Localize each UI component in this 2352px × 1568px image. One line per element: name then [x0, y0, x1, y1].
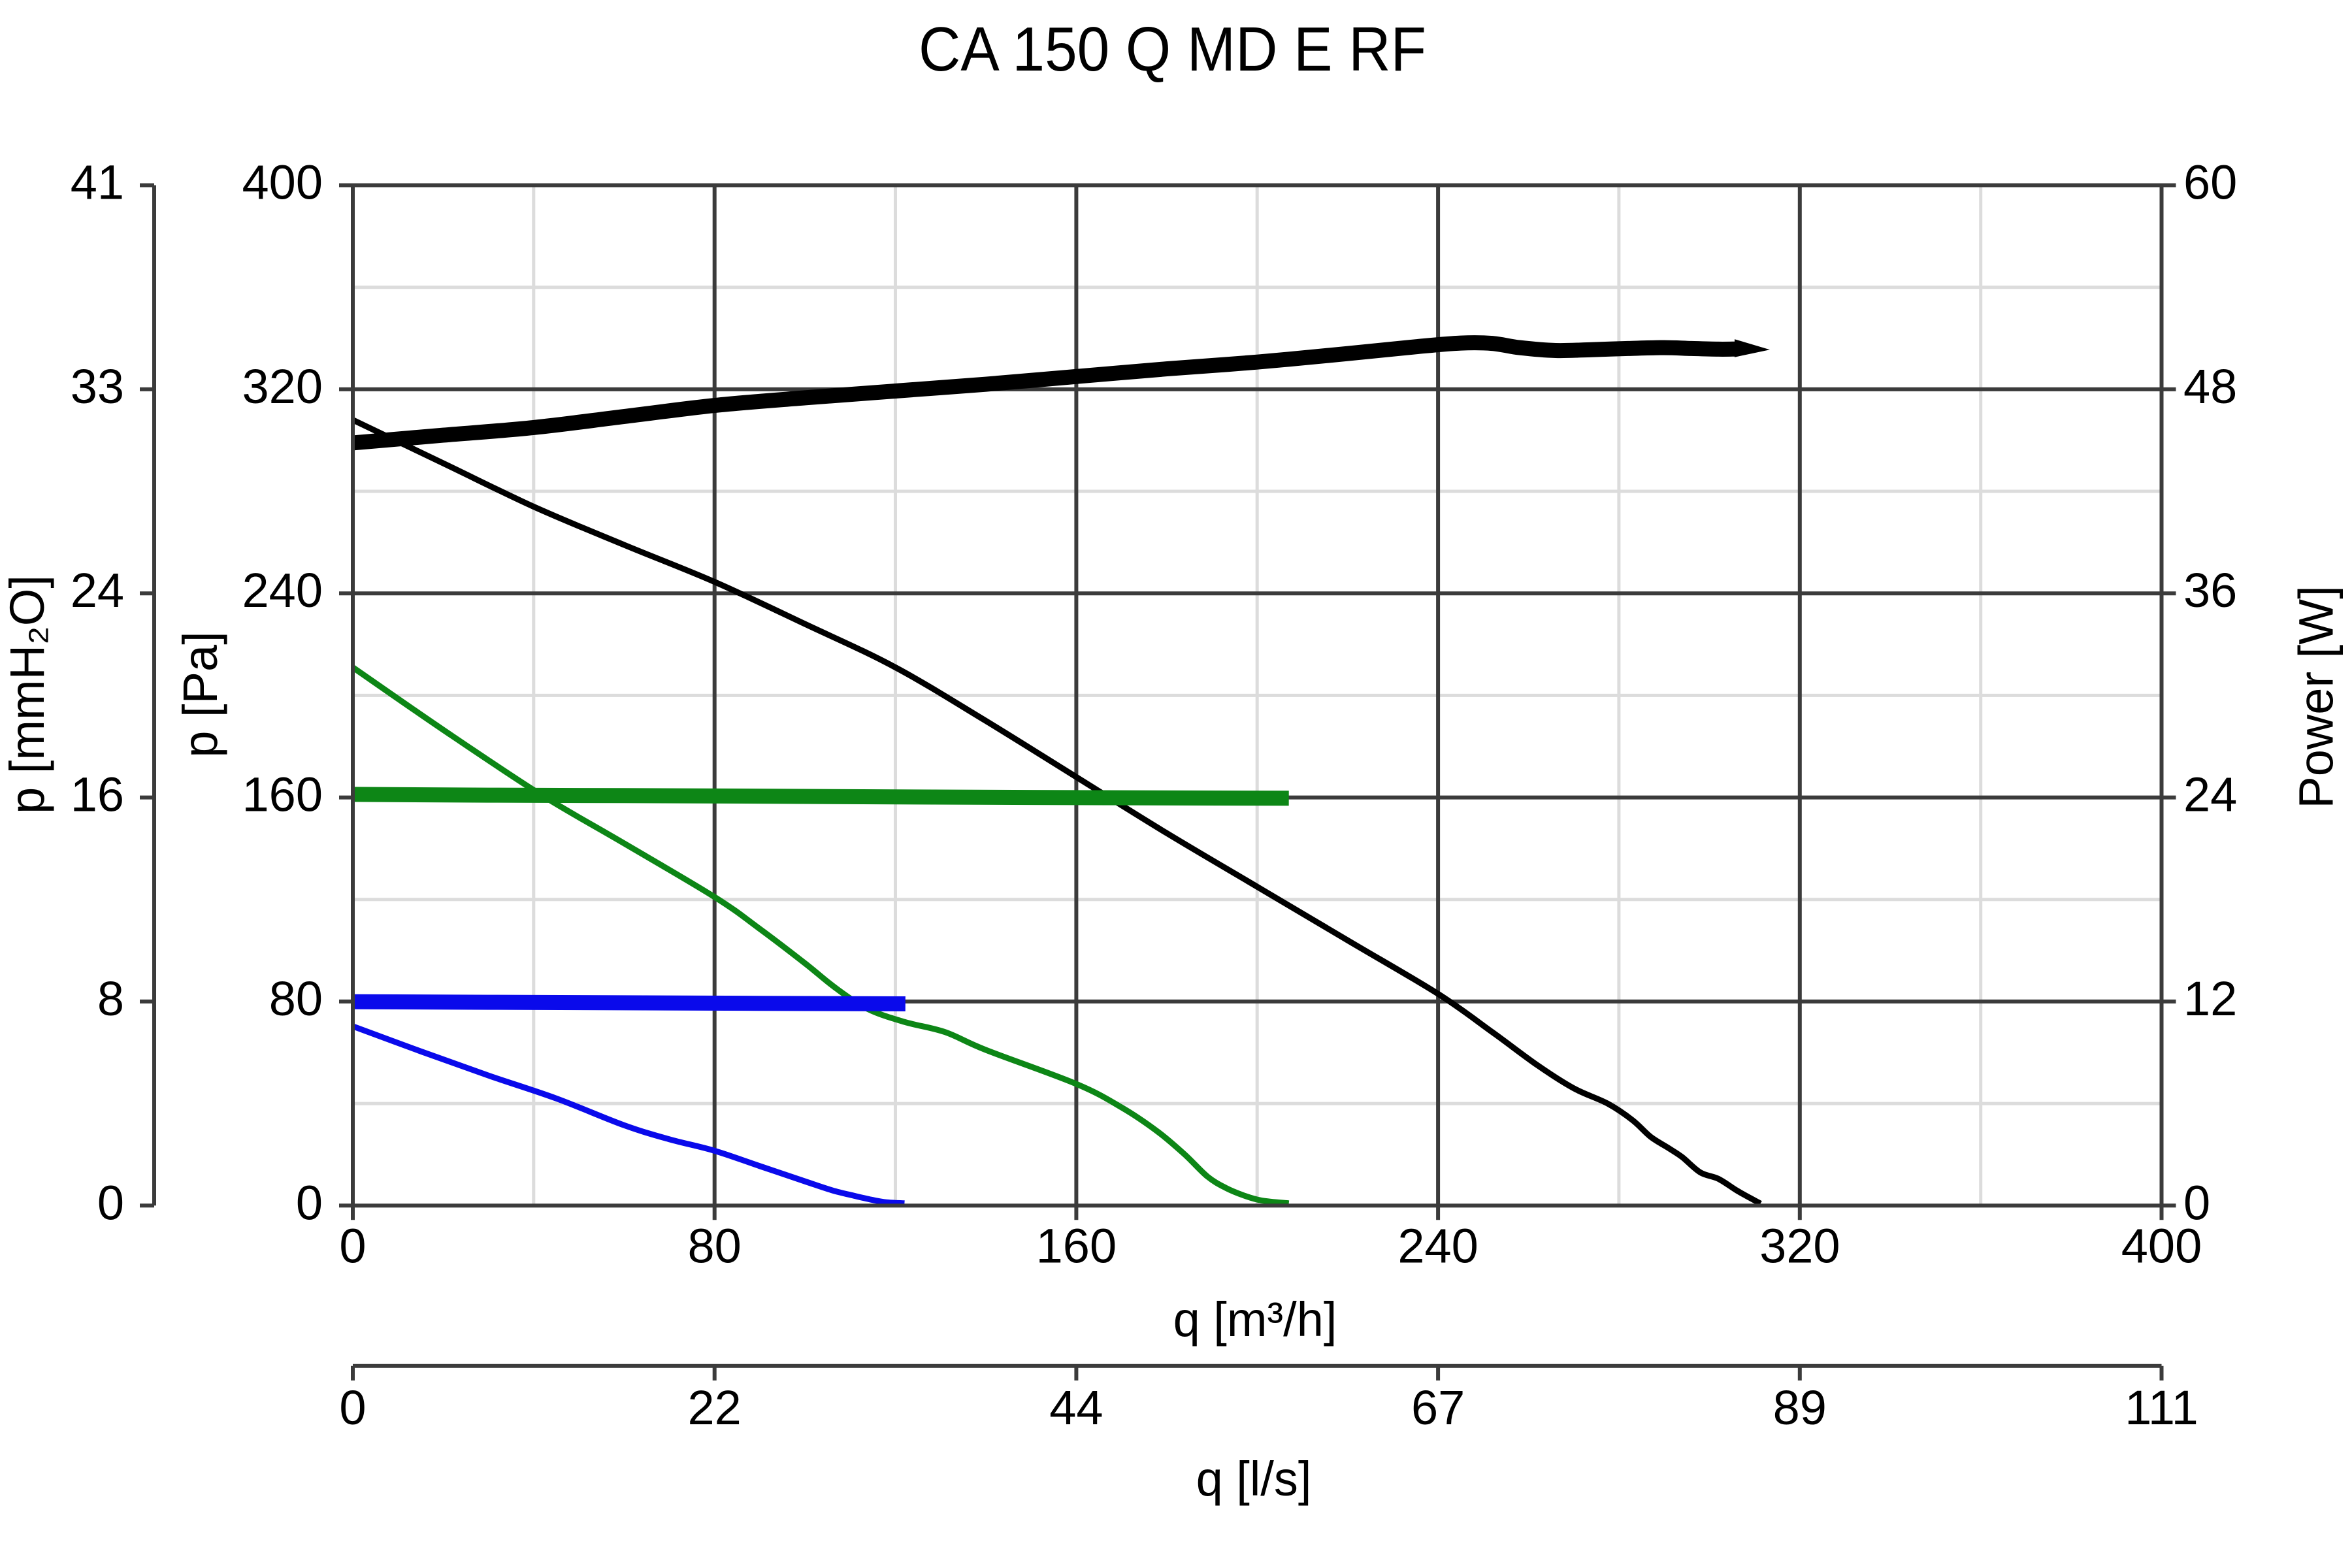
svg-text:p [Pa]: p [Pa]: [173, 631, 227, 757]
svg-text:320: 320: [1759, 1219, 1840, 1273]
svg-text:80: 80: [688, 1219, 742, 1273]
svg-text:0: 0: [2183, 1175, 2210, 1230]
svg-text:16: 16: [71, 768, 124, 822]
svg-text:240: 240: [1397, 1219, 1478, 1273]
svg-text:60: 60: [2183, 155, 2237, 210]
svg-text:8: 8: [97, 972, 124, 1026]
svg-text:67: 67: [1411, 1380, 1465, 1435]
svg-text:400: 400: [2121, 1219, 2202, 1273]
svg-text:111: 111: [2125, 1380, 2198, 1435]
svg-text:240: 240: [242, 563, 323, 617]
svg-text:0: 0: [296, 1175, 323, 1230]
svg-text:p [mmH₂O]: p [mmH₂O]: [0, 575, 54, 814]
svg-text:22: 22: [688, 1380, 742, 1435]
svg-text:CA 150 Q MD E RF: CA 150 Q MD E RF: [919, 14, 1426, 84]
svg-text:0: 0: [339, 1219, 366, 1273]
svg-text:12: 12: [2183, 972, 2237, 1026]
svg-text:160: 160: [242, 768, 323, 822]
svg-text:0: 0: [339, 1380, 366, 1435]
svg-text:80: 80: [269, 972, 323, 1026]
svg-text:44: 44: [1049, 1380, 1103, 1435]
svg-text:q [m³/h]: q [m³/h]: [1173, 1292, 1337, 1347]
svg-text:320: 320: [242, 359, 323, 414]
svg-text:36: 36: [2183, 563, 2237, 617]
svg-text:33: 33: [71, 359, 124, 414]
svg-text:24: 24: [2183, 768, 2237, 822]
svg-text:q [l/s]: q [l/s]: [1196, 1452, 1312, 1506]
svg-text:41: 41: [71, 155, 124, 210]
svg-text:400: 400: [242, 155, 323, 210]
svg-text:24: 24: [71, 563, 124, 617]
svg-text:48: 48: [2183, 359, 2237, 414]
svg-text:Power [W]: Power [W]: [2289, 585, 2344, 808]
svg-text:0: 0: [97, 1175, 124, 1230]
svg-text:89: 89: [1773, 1380, 1827, 1435]
svg-text:160: 160: [1036, 1219, 1117, 1273]
